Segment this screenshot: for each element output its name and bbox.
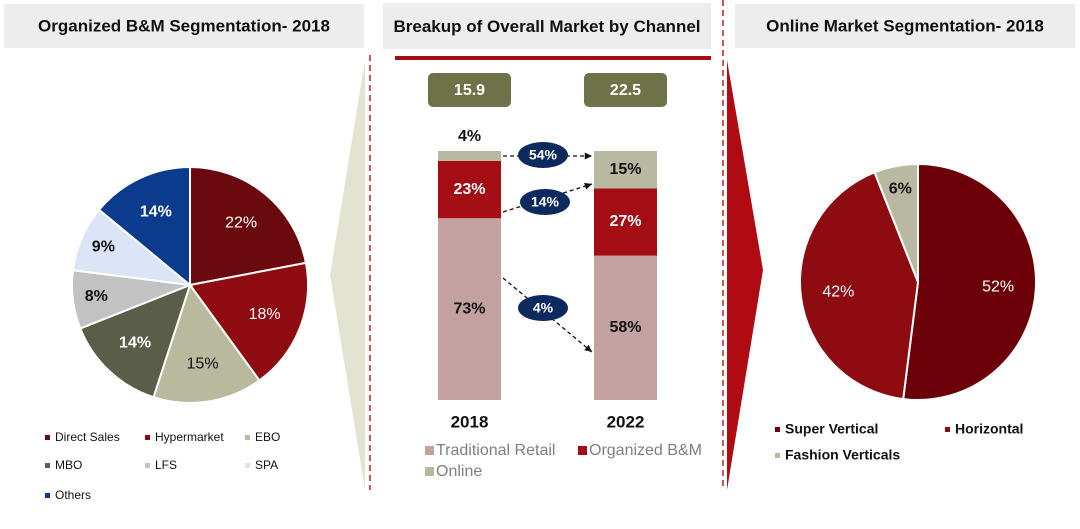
pie-slice: [873, 162, 919, 283]
bar-segment: [594, 151, 657, 189]
pie-slice: [97, 165, 191, 288]
growth-label: 14%: [531, 194, 560, 210]
total-box: [428, 73, 511, 107]
legend-label: LFS: [155, 458, 177, 472]
data-label: 4%: [458, 128, 481, 145]
data-label: 18%: [249, 306, 281, 323]
legend-label: Horizontal: [955, 421, 1023, 437]
chart-title: Online Market Segmentation- 2018: [766, 16, 1044, 35]
growth-arrow: [502, 183, 593, 213]
bar-segment: [438, 160, 501, 219]
legend-swatch: [945, 427, 950, 432]
legend-label: SPA: [255, 458, 278, 472]
data-label: 22%: [225, 214, 257, 231]
chart-title: Organized B&M Segmentation- 2018: [38, 16, 330, 35]
data-label: 15%: [609, 161, 641, 178]
header-band: [735, 4, 1075, 48]
growth-bubble: [520, 189, 570, 215]
header-band: [383, 3, 711, 49]
bar-segment: [594, 255, 657, 400]
data-label: 27%: [609, 213, 641, 230]
legend-label: EBO: [255, 430, 280, 444]
growth-bubble: [518, 295, 568, 321]
data-label: 23%: [453, 181, 485, 198]
growth-label: 4%: [533, 300, 554, 316]
data-label: 6%: [889, 180, 912, 197]
header-band: [4, 4, 364, 48]
legend-label: MBO: [55, 458, 82, 472]
arrow-head: [584, 344, 592, 352]
legend-swatch: [245, 463, 250, 468]
legend-swatch: [425, 446, 434, 455]
data-label: 73%: [453, 300, 485, 317]
arrow-head: [584, 182, 592, 190]
total-box: [584, 73, 667, 107]
growth-bubble: [518, 142, 568, 168]
legend-label: Fashion Verticals: [785, 447, 900, 463]
legend-label: Others: [55, 488, 91, 502]
data-label: 14%: [119, 335, 151, 352]
data-label: 52%: [982, 278, 1014, 295]
connector-shape: [330, 60, 365, 490]
legend-swatch: [45, 435, 50, 440]
bar-segment: [594, 188, 657, 256]
data-label: 15%: [187, 355, 219, 372]
header-rule: [395, 56, 711, 60]
data-label: 9%: [92, 239, 115, 256]
bar-segment: [438, 218, 501, 400]
legend-label: Online: [436, 463, 482, 480]
legend-swatch: [45, 493, 50, 498]
legend-label: Direct Sales: [55, 430, 120, 444]
data-label: 8%: [85, 288, 108, 305]
data-label: 42%: [822, 283, 854, 300]
legend-label: Hypermarket: [155, 430, 224, 444]
arrow-head: [584, 152, 592, 160]
chart-title-box: Breakup of Overall Market by Channel: [393, 16, 701, 36]
connector-shape: [727, 60, 763, 490]
legend-swatch: [775, 427, 780, 432]
chart-title: Breakup of Overall Market by Channel: [393, 16, 701, 36]
x-tick-label: 2018: [451, 412, 489, 431]
pie-slice: [78, 283, 192, 399]
legend-label: Super Vertical: [785, 421, 878, 437]
legend-label: Organized B&M: [589, 442, 702, 459]
legend-swatch: [145, 463, 150, 468]
data-label: 14%: [140, 204, 172, 221]
data-label: 58%: [609, 319, 641, 336]
legend-swatch: [578, 446, 587, 455]
pie-slice: [188, 261, 309, 382]
legend-swatch: [145, 435, 150, 440]
legend-swatch: [245, 435, 250, 440]
pie-slice: [189, 165, 308, 287]
pie-slice: [902, 162, 1037, 401]
pie-slice: [799, 170, 920, 401]
legend-swatch: [775, 453, 780, 458]
x-tick-label: 2022: [607, 412, 645, 431]
growth-label: 54%: [529, 147, 558, 163]
legend-swatch: [45, 463, 50, 468]
total-label: 22.5: [610, 82, 641, 99]
pie-slice: [152, 282, 261, 404]
legend-label: Traditional Retail: [436, 442, 555, 459]
bar-segment: [438, 151, 501, 161]
legend-swatch: [425, 467, 434, 476]
total-label: 15.9: [454, 82, 485, 99]
